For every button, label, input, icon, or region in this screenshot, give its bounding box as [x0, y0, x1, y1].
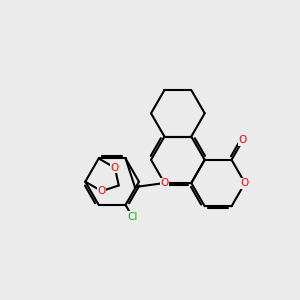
Text: Cl: Cl [127, 212, 137, 221]
Text: O: O [98, 186, 106, 196]
Text: O: O [239, 135, 247, 145]
Text: O: O [241, 178, 249, 188]
Text: O: O [160, 178, 169, 188]
Text: O: O [111, 163, 119, 173]
